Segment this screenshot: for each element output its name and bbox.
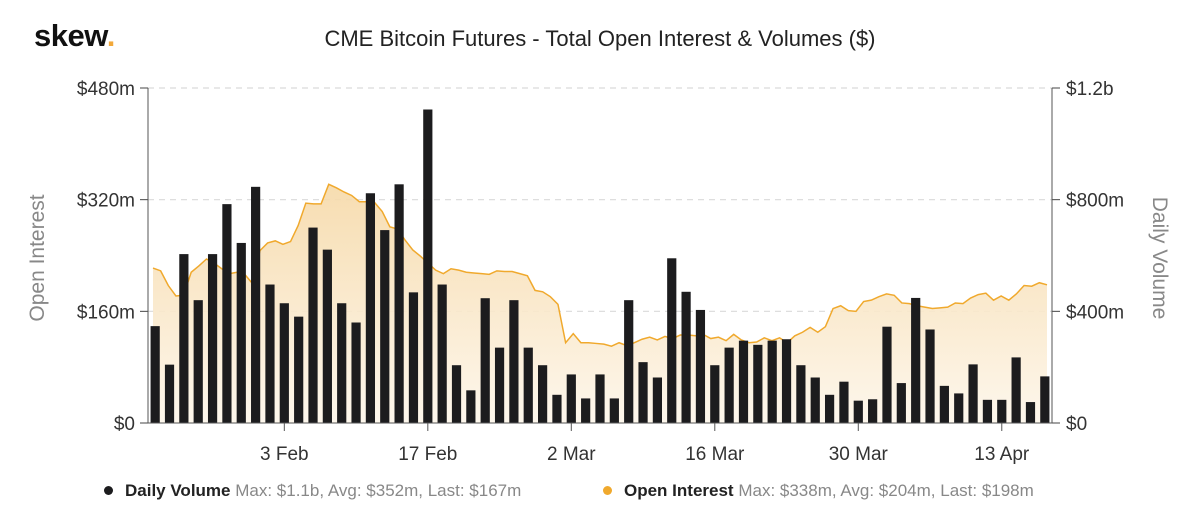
volume-bar [1011,357,1021,423]
volume-bar [437,284,447,423]
volume-bar [251,186,261,423]
volume-bar [265,284,275,423]
volume-bar [222,204,232,423]
volume-bar [538,365,548,423]
y-tick-label-left: $320m [77,191,135,212]
volume-bar [609,398,619,423]
volume-bar [566,374,576,423]
chart-title: CME Bitcoin Futures - Total Open Interes… [324,26,876,51]
volume-bar [523,347,533,424]
skew-logo: skew. [34,18,115,53]
volume-bar [882,326,892,423]
volume-bar [294,316,304,423]
volume-bar [925,329,935,423]
volume-bar [207,254,218,423]
volume-bar [308,227,318,423]
volume-bar [968,364,978,424]
volume-bar [624,300,634,423]
x-tick-label: 16 Mar [685,444,745,465]
legend-label-open-interest: Open Interest [624,481,734,500]
volume-bar [652,377,662,423]
volume-bar [552,394,562,423]
open-interest-line [152,183,1048,348]
x-tick-label: 2 Mar [547,444,596,465]
volume-bar [681,291,691,423]
y-tick-label-right: $400m [1066,302,1124,323]
volume-bar [337,303,347,423]
volume-bar [581,398,591,423]
volume-bar [150,326,160,423]
volume-bar [408,292,419,423]
legend-stats-daily-volume: Max: $1.1b, Avg: $352m, Last: $167m [235,481,522,500]
volume-bar [480,298,490,423]
volume-bar [351,322,361,423]
volume-bar [279,303,289,423]
open-interest-area [153,184,1047,423]
volume-bar [796,365,806,423]
y-axis-title-right: Daily Volume [1148,197,1171,320]
y-tick-label-right: $1.2b [1066,79,1114,100]
volume-bar [939,385,949,423]
legend-dot-open-interest [603,486,612,496]
volume-bar [236,242,246,423]
legend-label-daily-volume: Daily Volume [125,481,231,500]
volume-bar [179,254,189,423]
volume-bar [164,364,175,423]
volume-bar [494,347,505,424]
x-tick-label: 13 Apr [974,444,1030,465]
volume-bar [423,109,433,423]
y-tick-label-right: $800m [1066,191,1124,212]
volume-bar [1025,402,1036,423]
volume-bar [954,393,964,423]
volume-bar [509,300,519,423]
volume-bar [868,399,878,423]
volume-bar [466,390,476,423]
x-tick-label: 30 Mar [829,444,889,465]
volume-bar [781,339,792,423]
volume-bar [451,365,462,423]
volume-bar [810,377,820,423]
volume-bar [380,230,390,423]
y-tick-label-left: $480m [77,79,135,100]
volume-bar [394,184,404,423]
volume-bar [824,394,835,423]
y-axis-title-left: Open Interest [26,194,49,321]
volume-bar [695,309,706,423]
volume-bar [853,400,863,423]
volume-bar [193,300,203,423]
volume-bar [738,340,749,423]
volume-bar [1040,376,1050,423]
legend-item-daily-volume[interactable]: Daily Volume Max: $1.1b, Avg: $352m, Las… [104,481,521,501]
volume-bar [997,399,1007,423]
volume-bar [839,381,849,423]
volume-bar [322,249,332,423]
volume-bar [638,362,648,423]
legend-stats-open-interest: Max: $338m, Avg: $204m, Last: $198m [738,481,1034,500]
volume-bar [911,297,921,423]
y-tick-label-left: $0 [114,414,135,435]
y-tick-label-left: $160m [77,302,135,323]
legend-item-open-interest[interactable]: Open Interest Max: $338m, Avg: $204m, La… [603,481,1034,501]
volume-bar [982,399,993,423]
volume-bar [710,365,720,423]
volume-bar [896,383,906,423]
volume-bar [667,258,677,423]
volume-bar [365,193,376,423]
legend-dot-daily-volume [104,486,113,496]
y-tick-label-right: $0 [1066,414,1087,435]
volume-bar [595,374,605,423]
x-tick-label: 17 Feb [398,444,457,465]
volume-bar [724,347,734,424]
volume-bar [767,340,777,423]
volume-bar [753,344,763,423]
x-tick-label: 3 Feb [260,444,309,465]
